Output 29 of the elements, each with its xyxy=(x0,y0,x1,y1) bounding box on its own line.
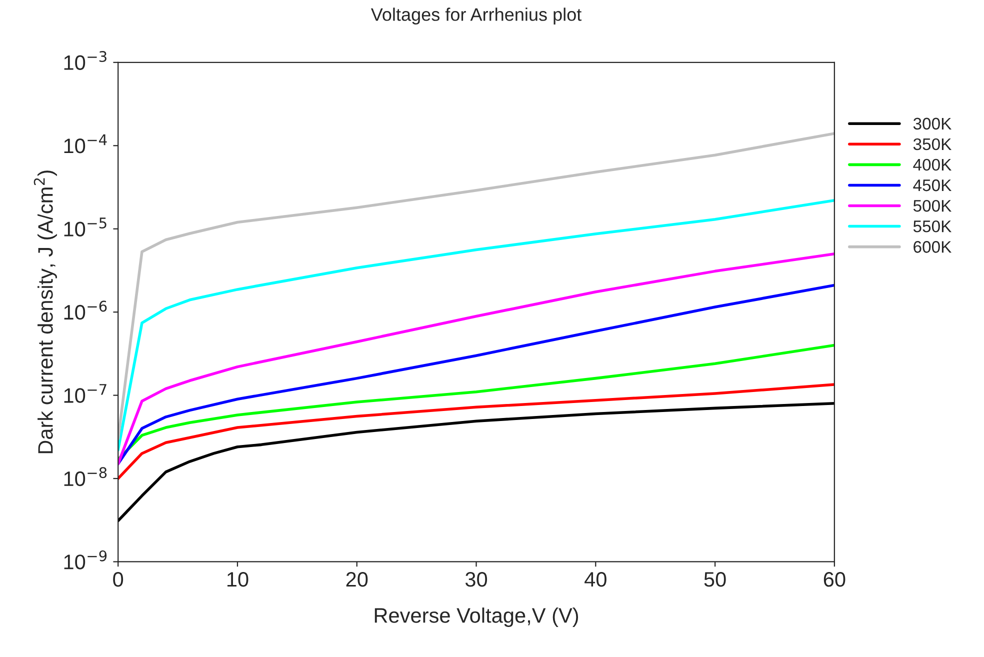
x-tick-label: 30 xyxy=(465,572,488,587)
x-tick-label: 60 xyxy=(824,572,846,587)
y-tick-label: 10$^{−7}$ xyxy=(64,384,106,403)
x-tick-label: 0 xyxy=(113,572,124,587)
line-series xyxy=(118,344,834,461)
x-tick-label: 50 xyxy=(704,572,726,587)
line-series xyxy=(118,198,834,452)
legend-label: 600K xyxy=(914,241,952,253)
legend-label: 450K xyxy=(913,179,952,192)
x-tick-label: 40 xyxy=(584,572,606,587)
chart-title: Voltages for Arrhenius plot xyxy=(370,8,582,24)
y-tick-label: 10$^{−5}$ xyxy=(64,218,106,236)
line-series xyxy=(118,132,834,440)
legend-label: 350K xyxy=(913,138,952,150)
legend-label: 400K xyxy=(913,158,952,171)
line-series xyxy=(118,402,834,522)
y-tick-label: 10$^{−3}$ xyxy=(64,51,106,70)
y-axis-title: Dark current density, J (A/cm$^{2}$) xyxy=(34,170,57,454)
y-tick-label: 10$^{−4}$ xyxy=(64,134,107,154)
y-tick-label: 10$^{−9}$ xyxy=(64,550,107,570)
x-tick-label: 10 xyxy=(227,572,248,587)
y-tick-label: 10$^{−6}$ xyxy=(64,300,107,320)
line-series xyxy=(118,383,834,480)
legend-label: 300K xyxy=(913,118,952,130)
y-tick-label: 10$^{−8}$ xyxy=(64,467,107,486)
x-tick-label: 20 xyxy=(346,572,368,587)
x-axis-title: Reverse Voltage,V (V) xyxy=(374,608,578,627)
legend-label: 500K xyxy=(913,200,952,212)
legend-label: 550K xyxy=(913,220,952,232)
